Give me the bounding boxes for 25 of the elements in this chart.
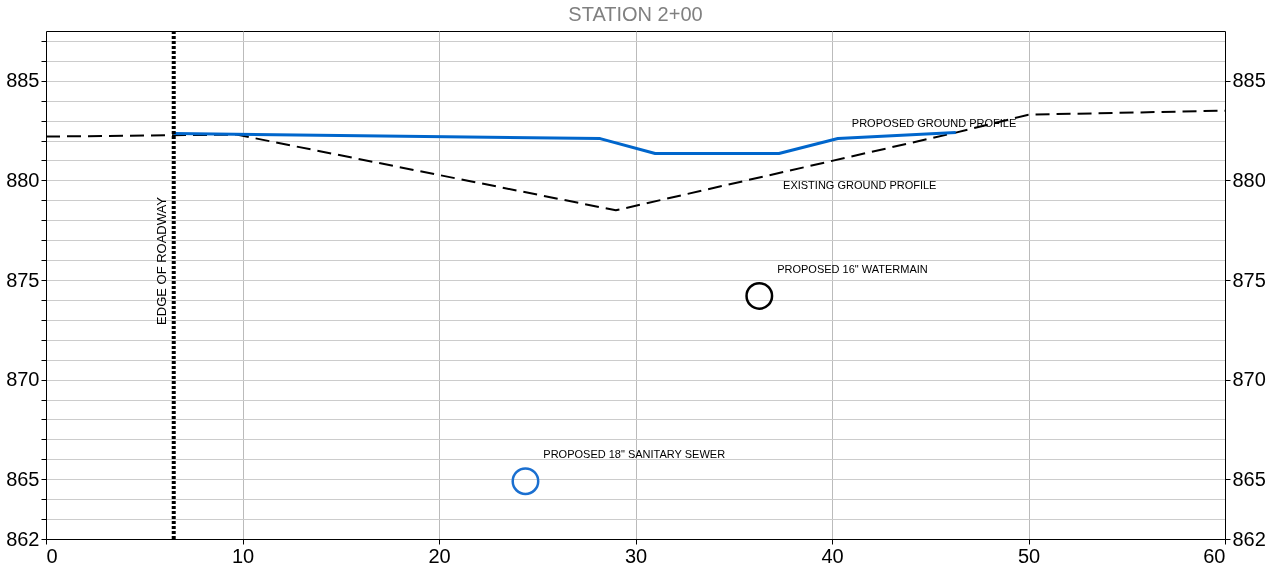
chart-title: STATION 2+00 xyxy=(568,3,703,25)
ref-line-label: EDGE OF ROADWAY xyxy=(153,196,169,325)
y-tick-label: 880 xyxy=(6,168,40,191)
y-tick-label: 875 xyxy=(6,268,40,291)
annotation: EXISTING GROUND PROFILE xyxy=(783,179,937,192)
y2-tick-label: 865 xyxy=(1232,467,1266,490)
x-tick-label: 40 xyxy=(821,544,844,567)
y2-tick-label: 885 xyxy=(1232,69,1266,92)
y2-tick-label: 870 xyxy=(1232,368,1266,391)
y2-tick-label: 875 xyxy=(1232,268,1266,291)
x-tick-label: 50 xyxy=(1017,544,1041,567)
y2-tick-label: 880 xyxy=(1232,168,1266,191)
y-tick-label: 862 xyxy=(6,527,40,550)
x-tick-label: 20 xyxy=(428,544,451,567)
x-tick-label: 10 xyxy=(231,544,255,567)
y2-tick-label: 862 xyxy=(1232,527,1266,550)
x-tick-label: 0 xyxy=(46,544,58,567)
x-tick-label: 60 xyxy=(1203,544,1226,567)
line-series xyxy=(172,131,958,156)
y-tick-label: 865 xyxy=(6,467,40,490)
x-tick-label: 30 xyxy=(624,544,648,567)
annotation: PROPOSED 16" WATERMAIN xyxy=(777,263,928,275)
y-tick-label: 870 xyxy=(6,368,40,391)
annotation: PROPOSED 18" SANITARY SEWER xyxy=(543,448,726,461)
y-tick-label: 885 xyxy=(6,69,40,92)
